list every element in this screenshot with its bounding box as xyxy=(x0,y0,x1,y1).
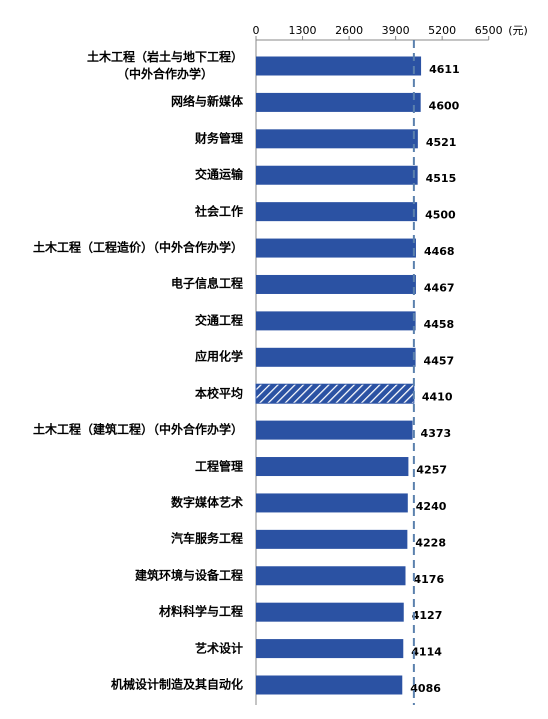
value-label: 4373 xyxy=(421,427,452,440)
bar xyxy=(256,639,404,659)
category-label: 工程管理 xyxy=(194,459,243,474)
category-label: 交通运输 xyxy=(194,167,243,182)
bar xyxy=(256,129,418,149)
bar xyxy=(256,274,416,294)
bar xyxy=(256,675,403,695)
category-label: 土木工程（工程造价）（中外合作办学） xyxy=(32,240,243,255)
bar xyxy=(256,529,408,549)
x-tick-label: 5200 xyxy=(428,24,456,37)
category-label: 交通工程 xyxy=(194,313,243,328)
category-label: 财务管理 xyxy=(194,131,243,146)
value-label: 4086 xyxy=(410,682,441,695)
x-tick-label: 2600 xyxy=(335,24,363,37)
bar xyxy=(256,420,413,440)
bar xyxy=(256,165,418,185)
bar xyxy=(256,238,416,258)
value-label: 4176 xyxy=(414,573,445,586)
value-label: 4410 xyxy=(422,391,453,404)
category-label: 土木工程（建筑工程）（中外合作办学） xyxy=(32,422,243,437)
x-tick-label: 3900 xyxy=(382,24,410,37)
value-label: 4127 xyxy=(412,609,443,622)
bar xyxy=(256,311,416,331)
bar xyxy=(256,56,422,76)
x-tick-label: 0 xyxy=(253,24,260,37)
x-tick-label: 1300 xyxy=(289,24,317,37)
category-label: 汽车服务工程 xyxy=(170,531,243,546)
value-label: 4515 xyxy=(426,172,457,185)
value-label: 4457 xyxy=(424,354,455,367)
value-label: 4228 xyxy=(415,536,446,549)
value-label: 4458 xyxy=(424,318,455,331)
category-label: 应用化学 xyxy=(194,349,243,364)
category-label: 机械设计制造及其自动化 xyxy=(110,677,243,692)
category-label: 本校平均 xyxy=(194,386,243,401)
bar xyxy=(256,347,416,367)
category-label: 数字媒体艺术 xyxy=(170,495,243,510)
category-label: 网络与新媒体 xyxy=(170,94,243,109)
bar xyxy=(256,92,421,112)
bar xyxy=(256,457,409,477)
category-label: 建筑环境与设备工程 xyxy=(134,568,243,583)
category-label: 艺术设计 xyxy=(194,641,243,656)
value-label: 4468 xyxy=(424,245,455,258)
bar xyxy=(256,202,418,222)
x-unit: (元) xyxy=(508,24,528,37)
category-label: 土木工程（岩土与地下工程） （中外合作办学） xyxy=(86,50,243,81)
value-label: 4600 xyxy=(429,99,460,112)
category-label: 社会工作 xyxy=(194,204,243,219)
value-label: 4257 xyxy=(416,464,447,477)
value-label: 4240 xyxy=(416,500,447,513)
x-tick-label: 6500 xyxy=(475,24,503,37)
bar xyxy=(256,566,406,586)
value-label: 4500 xyxy=(425,209,456,222)
value-label: 4467 xyxy=(424,281,455,294)
bar xyxy=(256,493,408,513)
value-label: 4114 xyxy=(411,646,442,659)
value-label: 4611 xyxy=(429,63,460,76)
category-label: 电子信息工程 xyxy=(170,276,243,291)
bar xyxy=(256,602,404,622)
bar xyxy=(255,383,415,404)
value-label: 4521 xyxy=(426,136,457,149)
category-label: 材料科学与工程 xyxy=(158,604,243,619)
